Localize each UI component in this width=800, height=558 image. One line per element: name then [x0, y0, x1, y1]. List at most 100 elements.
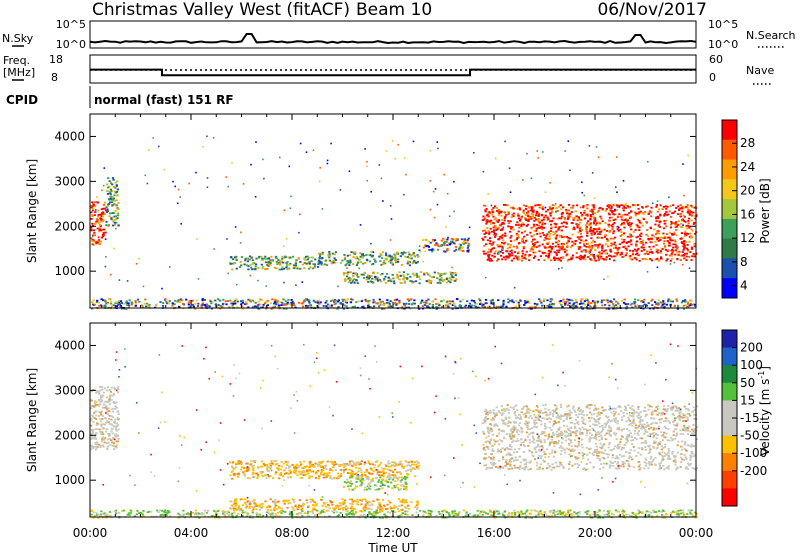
- data-cell: [638, 208, 640, 210]
- data-cell: [566, 299, 568, 301]
- data-cell: [350, 271, 352, 273]
- data-cell: [409, 276, 411, 278]
- data-cell: [274, 306, 276, 308]
- noise-cell: [127, 280, 129, 282]
- data-cell: [575, 223, 577, 225]
- data-cell: [311, 465, 313, 467]
- data-cell: [372, 500, 374, 502]
- data-cell: [563, 243, 565, 245]
- data-cell: [665, 205, 667, 207]
- noise-cell: [422, 261, 424, 263]
- data-cell: [525, 214, 527, 216]
- data-cell: [368, 501, 370, 503]
- data-cell: [489, 260, 491, 262]
- data-cell: [114, 433, 116, 435]
- data-cell: [670, 216, 672, 218]
- noise-cell: [240, 242, 242, 244]
- data-cell: [368, 486, 370, 488]
- nave-label: Nave: [746, 64, 774, 77]
- noise-cell: [394, 158, 396, 160]
- data-cell: [272, 477, 274, 479]
- data-cell: [127, 302, 129, 304]
- data-cell: [365, 476, 367, 478]
- data-cell: [659, 215, 661, 217]
- data-cell: [292, 256, 294, 258]
- data-cell: [538, 259, 540, 261]
- data-cell: [244, 260, 246, 262]
- data-cell: [335, 463, 337, 465]
- data-cell: [628, 212, 630, 214]
- data-cell: [363, 464, 365, 466]
- data-cell: [490, 457, 492, 459]
- data-cell: [549, 238, 551, 240]
- data-cell: [366, 502, 368, 504]
- data-cell: [372, 478, 374, 480]
- data-cell: [565, 250, 567, 252]
- data-cell: [105, 431, 107, 433]
- data-cell: [413, 252, 415, 254]
- data-cell: [624, 444, 626, 446]
- data-cell: [252, 467, 254, 469]
- data-cell: [548, 253, 550, 255]
- data-cell: [270, 460, 272, 462]
- data-cell: [102, 208, 104, 210]
- data-cell: [107, 446, 109, 448]
- data-cell: [598, 436, 600, 438]
- nave-tick-top: 60: [709, 53, 723, 66]
- data-cell: [408, 508, 410, 510]
- data-cell: [482, 304, 484, 306]
- data-cell: [90, 420, 92, 422]
- data-cell: [588, 301, 590, 303]
- data-cell: [534, 242, 536, 244]
- data-cell: [694, 243, 696, 245]
- data-cell: [99, 224, 101, 226]
- data-cell: [557, 229, 559, 231]
- data-cell: [303, 470, 305, 472]
- data-cell: [366, 489, 368, 491]
- data-cell: [361, 500, 363, 502]
- data-cell: [286, 268, 288, 270]
- data-cell: [441, 240, 443, 242]
- data-cell: [452, 239, 454, 241]
- data-cell: [254, 506, 256, 508]
- data-cell: [330, 501, 332, 503]
- data-cell: [530, 218, 532, 220]
- nsky-label: N.Sky: [2, 32, 34, 45]
- freq-tick-top: 18: [49, 53, 63, 66]
- data-cell: [356, 264, 358, 266]
- data-cell: [159, 301, 161, 303]
- data-cell: [617, 228, 619, 230]
- data-cell: [100, 241, 102, 243]
- data-cell: [550, 301, 552, 303]
- data-cell: [521, 255, 523, 257]
- data-cell: [374, 489, 376, 491]
- data-cell: [362, 263, 364, 265]
- data-cell: [240, 303, 242, 305]
- data-cell: [347, 507, 349, 509]
- noise-cell: [437, 148, 439, 150]
- data-cell: [105, 405, 107, 407]
- data-cell: [404, 281, 406, 283]
- data-cell: [620, 231, 622, 233]
- noise-cell: [561, 267, 563, 269]
- data-cell: [114, 191, 116, 193]
- data-cell: [236, 509, 238, 511]
- data-cell: [354, 508, 356, 510]
- data-cell: [280, 469, 282, 471]
- data-cell: [648, 302, 650, 304]
- data-cell: [501, 219, 503, 221]
- data-cell: [534, 205, 536, 207]
- data-cell: [608, 224, 610, 226]
- data-cell: [373, 258, 375, 260]
- data-cell: [501, 258, 503, 260]
- data-cell: [441, 277, 443, 279]
- data-cell: [391, 461, 393, 463]
- data-cell: [437, 282, 439, 284]
- data-cell: [601, 305, 603, 307]
- data-cell: [682, 433, 684, 435]
- noise-cell: [433, 191, 435, 193]
- data-cell: [231, 465, 233, 467]
- data-cell: [687, 233, 689, 235]
- data-cell: [305, 305, 307, 307]
- data-cell: [407, 505, 409, 507]
